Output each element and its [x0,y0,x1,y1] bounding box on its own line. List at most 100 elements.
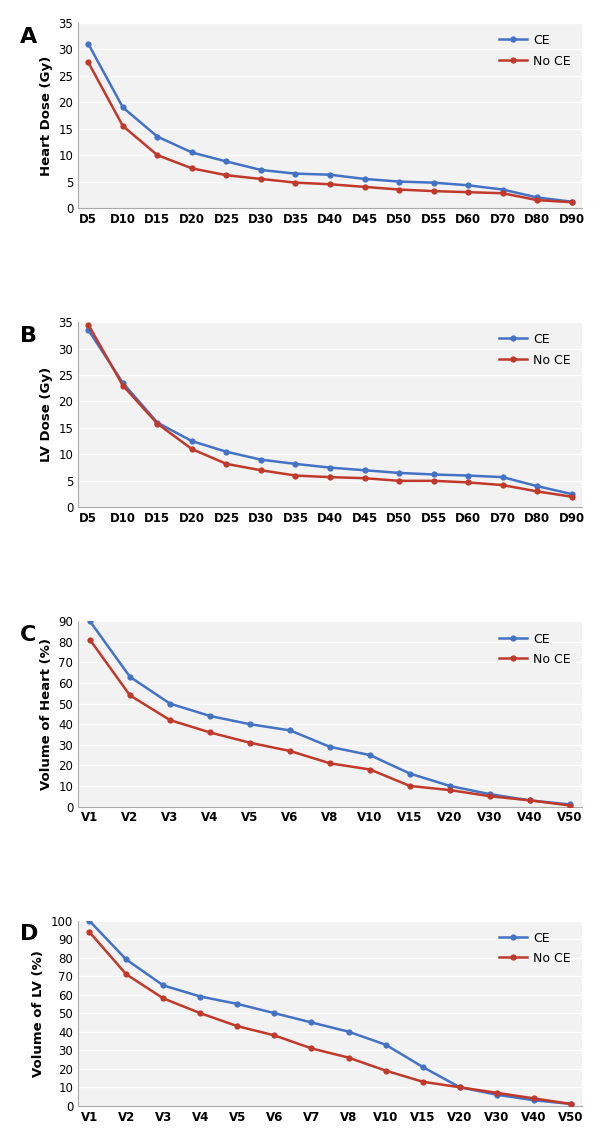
No CE [568,195,575,209]
CE [419,1060,426,1074]
No CE [85,56,92,70]
Line: CE: CE [87,618,573,807]
Text: D: D [20,925,38,944]
No CE [197,1007,204,1020]
No CE [345,1051,352,1065]
CE [122,953,130,967]
No CE [154,148,161,162]
CE [367,748,374,762]
No CE [430,474,437,488]
Text: C: C [20,625,37,645]
No CE [568,490,575,504]
CE [567,1097,574,1110]
CE [85,38,92,51]
CE [430,467,437,481]
CE [361,463,368,477]
CE [154,130,161,144]
Y-axis label: Volume of Heart (%): Volume of Heart (%) [40,638,53,790]
No CE [292,469,299,482]
CE [308,1016,315,1029]
No CE [308,1042,315,1056]
CE [533,479,541,492]
No CE [247,736,254,750]
Y-axis label: LV Dose (Gy): LV Dose (Gy) [40,367,53,462]
CE [530,1093,538,1107]
Legend: CE, No CE: CE, No CE [494,927,576,970]
No CE [122,968,130,982]
No CE [499,186,506,199]
Line: CE: CE [86,918,574,1107]
No CE [127,689,134,702]
No CE [119,120,127,133]
No CE [566,799,574,813]
No CE [119,378,127,392]
CE [188,434,196,448]
CE [345,1025,352,1039]
CE [499,182,506,196]
No CE [526,793,533,807]
CE [257,163,265,177]
No CE [86,925,93,938]
CE [247,717,254,731]
CE [430,176,437,189]
No CE [361,180,368,194]
No CE [326,757,334,771]
Line: CE: CE [85,327,575,497]
No CE [223,457,230,471]
Line: No CE: No CE [87,637,573,808]
CE [257,453,265,466]
CE [160,978,167,992]
Legend: CE, No CE: CE, No CE [494,28,576,73]
Line: No CE: No CE [86,929,574,1107]
No CE [530,1092,538,1106]
No CE [326,471,334,484]
CE [395,466,403,480]
No CE [446,783,454,797]
No CE [234,1019,241,1033]
No CE [292,176,299,189]
No CE [464,475,472,489]
CE [487,788,494,801]
CE [119,100,127,114]
No CE [533,194,541,207]
No CE [382,1064,389,1077]
CE [533,190,541,204]
CE [566,798,574,812]
CE [382,1037,389,1051]
CE [86,614,94,628]
CE [395,174,403,188]
CE [464,179,472,193]
No CE [395,182,403,196]
CE [446,779,454,792]
No CE [456,1081,463,1094]
CE [119,376,127,390]
Line: No CE: No CE [85,321,575,499]
No CE [533,484,541,498]
No CE [223,169,230,182]
CE [326,740,334,754]
Legend: CE, No CE: CE, No CE [494,328,576,372]
CE [406,767,413,781]
No CE [160,992,167,1005]
CE [464,469,472,482]
No CE [271,1028,278,1042]
CE [85,323,92,336]
No CE [206,725,214,739]
No CE [367,763,374,776]
No CE [487,789,494,803]
CE [361,172,368,186]
CE [197,990,204,1003]
CE [223,445,230,458]
CE [292,166,299,180]
CE [526,793,533,807]
CE [271,1007,278,1020]
CE [568,195,575,209]
CE [286,724,293,738]
No CE [188,162,196,176]
CE [292,457,299,471]
CE [568,487,575,500]
No CE [154,417,161,431]
Y-axis label: Heart Dose (Gy): Heart Dose (Gy) [40,56,53,176]
CE [499,471,506,484]
Line: No CE: No CE [85,59,575,205]
